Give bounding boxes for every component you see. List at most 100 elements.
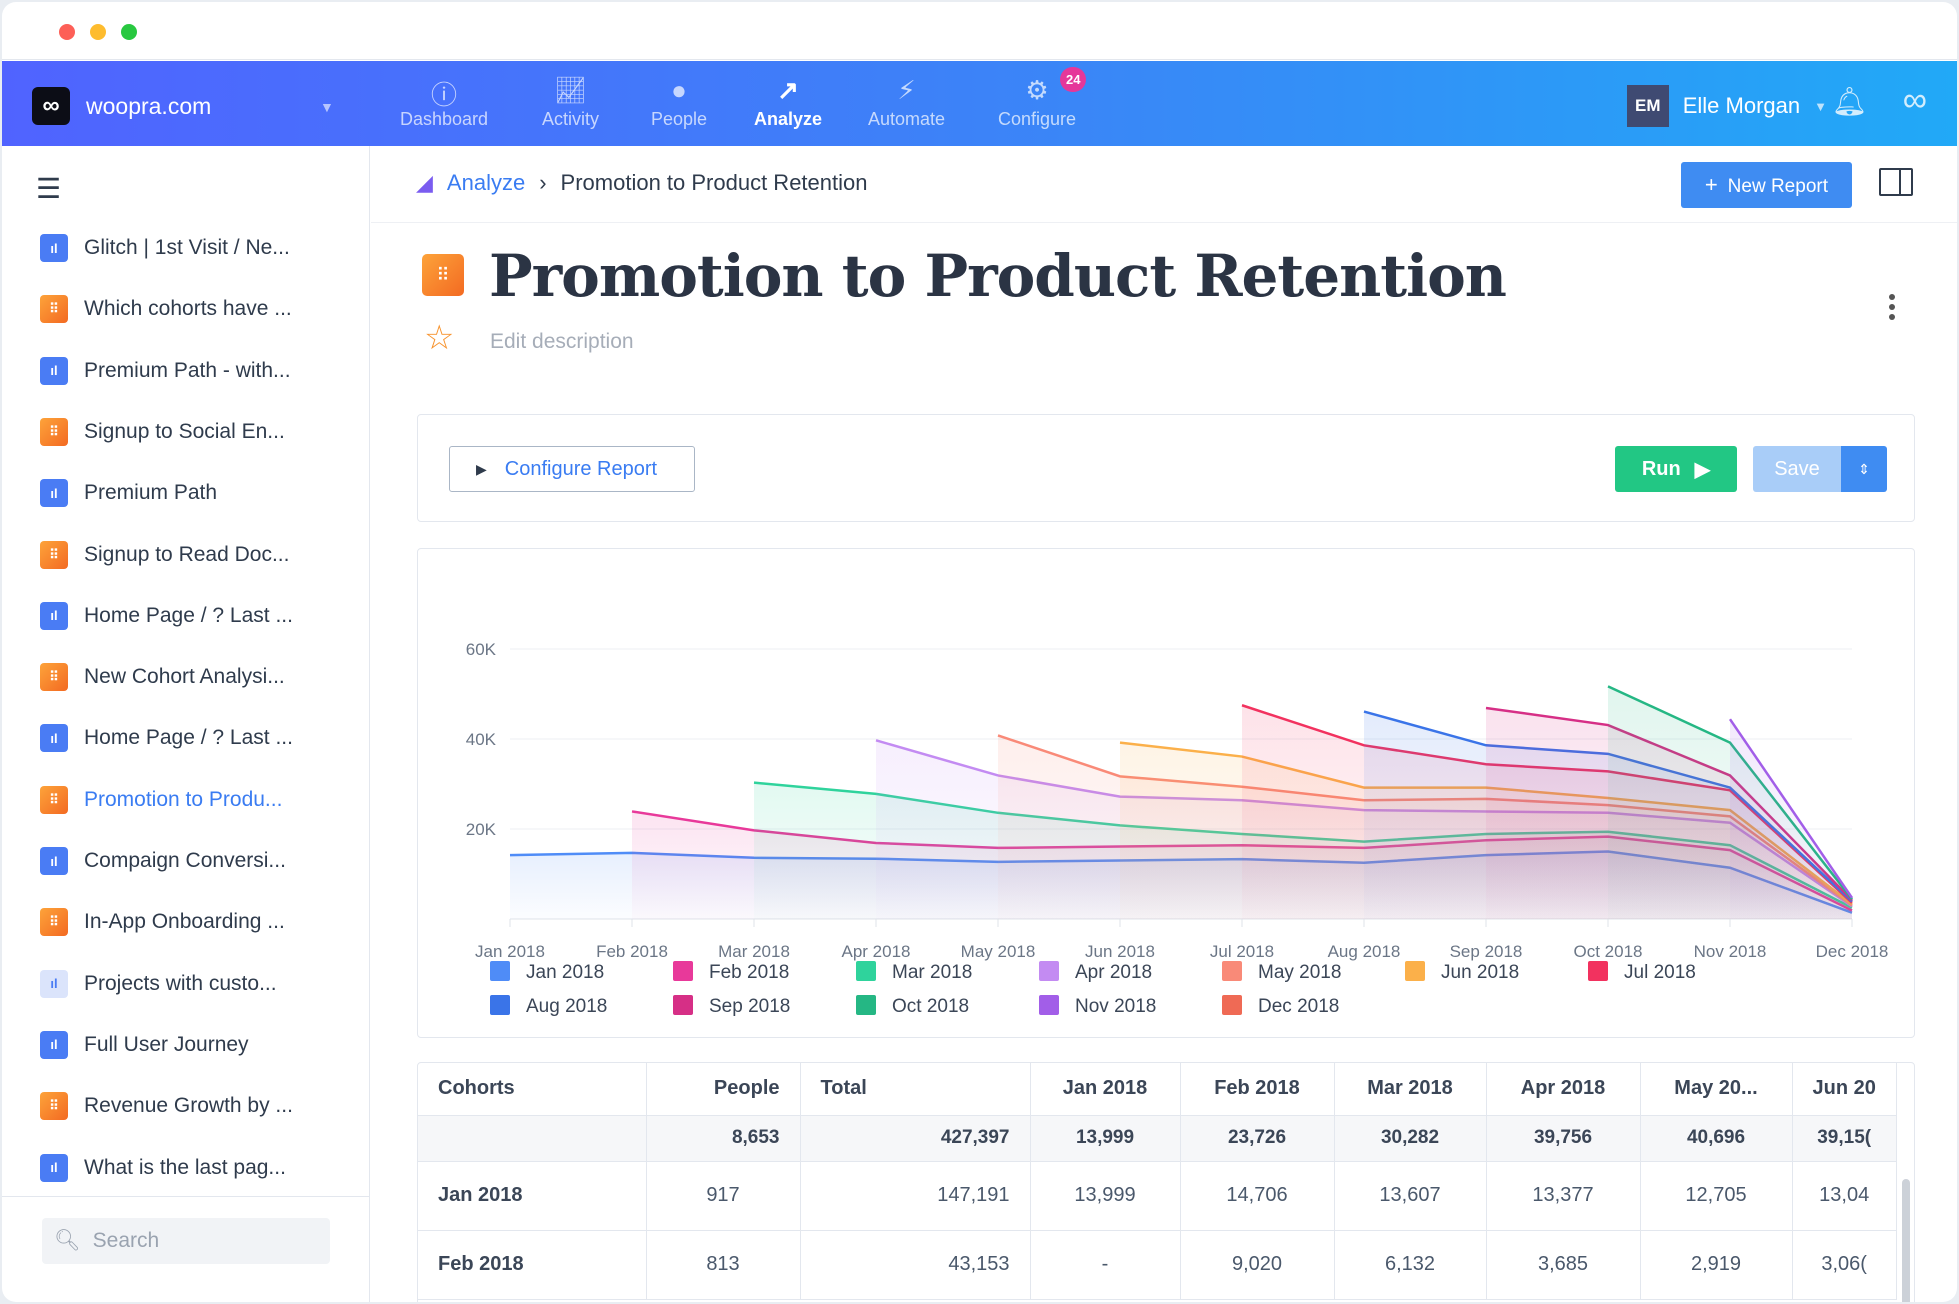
- y-tick-label: 60K: [466, 640, 497, 659]
- legend-label: Oct 2018: [892, 996, 969, 1017]
- column-header[interactable]: May 20...: [1640, 1063, 1793, 1116]
- column-header[interactable]: Feb 2018: [1180, 1063, 1335, 1116]
- table-cell: Jan 2018: [418, 1161, 647, 1231]
- legend-label: Jan 2018: [526, 962, 604, 983]
- nav-label: Dashboard: [400, 109, 489, 129]
- sidebar-item[interactable]: ıl Home Page / ? Last ...: [40, 724, 293, 753]
- nav-dashboard[interactable]: ⓘ Dashboard: [400, 75, 488, 130]
- sidebar-item[interactable]: ıl Glitch | 1st Visit / Ne...: [40, 234, 290, 262]
- legend-swatch: [1588, 961, 1608, 981]
- save-label: Save: [1774, 457, 1820, 480]
- sidebar-item[interactable]: ıl Home Page / ? Last ...: [40, 601, 293, 630]
- cohort-icon: ⠿: [40, 417, 68, 446]
- maximize-window-button[interactable]: [121, 24, 137, 40]
- column-header[interactable]: Apr 2018: [1486, 1063, 1641, 1116]
- funnel-icon: ıl: [40, 1153, 68, 1182]
- main-content: ◢ Analyze › Promotion to Product Retention …: [371, 146, 1957, 1302]
- nav-configure[interactable]: ⚙ Configure 24: [998, 67, 1087, 130]
- sidebar-item-label: Signup to Social En...: [84, 419, 285, 443]
- dashboard-icon: ⓘ: [431, 80, 458, 110]
- table-row[interactable]: Jan 2018 917 147,191 13,999 14,706 13,607 13,3…: [418, 1161, 1897, 1231]
- nav-analyze[interactable]: ↗ Analyze: [754, 75, 822, 130]
- sort-icon: ⇕: [1858, 460, 1870, 477]
- sidebar-item[interactable]: ıl Premium Path: [40, 479, 217, 508]
- save-button[interactable]: Save: [1753, 446, 1841, 492]
- column-header[interactable]: Cohorts: [418, 1063, 647, 1116]
- configure-label: Configure Report: [504, 457, 658, 480]
- chevron-down-icon[interactable]: ▼: [320, 99, 334, 115]
- chevron-right-icon: ›: [539, 170, 547, 195]
- nav-automate[interactable]: ⚡︎ Automate: [868, 75, 945, 130]
- sidebar-item-label: What is the last pag...: [84, 1155, 286, 1179]
- total-cell: 30,282: [1334, 1115, 1487, 1162]
- sidebar-item[interactable]: ıl Full User Journey: [40, 1030, 249, 1059]
- woopra-logo-icon: ∞: [32, 87, 70, 125]
- nav-people[interactable]: ● People: [651, 75, 707, 130]
- sidebar-item[interactable]: ⠿ Which cohorts have ...: [40, 295, 292, 324]
- legend-label: Apr 2018: [1075, 962, 1152, 983]
- x-tick-label: Nov 2018: [1694, 942, 1767, 961]
- sidebar-item-label: Compaign Conversi...: [84, 849, 286, 872]
- column-header[interactable]: People: [646, 1063, 801, 1116]
- table-cell: 13,04: [1792, 1161, 1897, 1231]
- sidebar-item[interactable]: ⠿ In-App Onboarding ...: [40, 908, 285, 937]
- total-cell: 427,397: [800, 1115, 1031, 1162]
- sidebar-item[interactable]: ⠿ Signup to Social En...: [40, 417, 285, 446]
- legend-label: Mar 2018: [892, 962, 972, 983]
- more-options-icon[interactable]: [1889, 294, 1895, 320]
- x-tick-label: Mar 2018: [718, 942, 790, 961]
- cohort-report-icon: ⠿: [422, 254, 464, 296]
- table-cell: 13,607: [1334, 1161, 1487, 1231]
- bell-icon[interactable]: 🔔︎: [1831, 86, 1867, 117]
- sidebar-item[interactable]: ⠿ Revenue Growth by ...: [40, 1092, 293, 1121]
- table-cell: 9,020: [1180, 1230, 1335, 1300]
- sidebar-item[interactable]: ıl Premium Path - with...: [40, 356, 291, 385]
- legend-label: Feb 2018: [709, 962, 789, 983]
- nav-activity[interactable]: 📈︎ Activity: [542, 75, 599, 130]
- site-switcher[interactable]: ∞ woopra.com: [32, 87, 211, 125]
- menu-icon[interactable]: ☰: [36, 173, 62, 204]
- minimize-window-button[interactable]: [90, 24, 106, 40]
- close-window-button[interactable]: [59, 24, 75, 40]
- table-cell: 813: [646, 1230, 801, 1300]
- column-header[interactable]: Jan 2018: [1030, 1063, 1181, 1116]
- analyze-icon: ↗: [777, 75, 799, 105]
- table-row[interactable]: Feb 2018 813 43,153-9,020 6,132 3,685 2,919 3,…: [418, 1230, 1897, 1300]
- sidebar: ☰ ıl Glitch | 1st Visit / Ne... ⠿ Which coh…: [2, 146, 370, 1302]
- user-menu[interactable]: EM Elle Morgan ▼: [1626, 85, 1827, 127]
- run-label: Run: [1641, 457, 1681, 480]
- legend-label: Nov 2018: [1075, 996, 1156, 1017]
- search-input[interactable]: 🔍︎ Search: [42, 1218, 330, 1264]
- configure-report-button[interactable]: ▶ Configure Report: [449, 446, 695, 492]
- legend-swatch: [1039, 961, 1059, 981]
- sidebar-item[interactable]: ıl Compaign Conversi...: [40, 847, 286, 875]
- panel-toggle-icon[interactable]: [1879, 168, 1913, 196]
- x-tick-label: Feb 2018: [596, 942, 668, 961]
- breadcrumb: ◢ Analyze › Promotion to Product Retention: [416, 170, 867, 196]
- edit-description[interactable]: Edit description: [490, 330, 634, 353]
- save-options-button[interactable]: ⇕: [1841, 446, 1887, 492]
- sidebar-item-label: Home Page / ? Last ...: [84, 603, 293, 627]
- new-report-button[interactable]: + New Report: [1680, 162, 1852, 208]
- sidebar-item[interactable]: ⠿ Promotion to Produ...: [40, 785, 282, 814]
- star-icon[interactable]: ☆: [424, 319, 455, 357]
- funnel-icon: ıl: [40, 847, 68, 875]
- run-button[interactable]: Run ▶: [1615, 446, 1737, 492]
- x-tick-label: Apr 2018: [842, 942, 911, 961]
- legend-swatch: [490, 961, 510, 981]
- sidebar-item[interactable]: ⠿ New Cohort Analysi...: [40, 663, 285, 692]
- column-header[interactable]: Mar 2018: [1334, 1063, 1487, 1116]
- sidebar-item[interactable]: ⠿ Signup to Read Doc...: [40, 540, 290, 569]
- sidebar-item-label: Signup to Read Doc...: [84, 542, 290, 566]
- infinity-icon[interactable]: ∞: [1902, 81, 1927, 119]
- table-cell: 12,705: [1640, 1161, 1793, 1231]
- sidebar-item[interactable]: ıl Projects with custo...: [40, 969, 277, 998]
- scrollbar[interactable]: [1902, 1179, 1910, 1302]
- people-icon: ●: [671, 75, 687, 105]
- column-header[interactable]: Total: [800, 1063, 1031, 1116]
- totals-row: 8,653 427,397 13,999 23,726 30,282 39,756 40,6…: [418, 1115, 1897, 1162]
- column-header[interactable]: Jun 20: [1792, 1063, 1897, 1116]
- funnel-icon: ıl: [40, 356, 68, 385]
- sidebar-item[interactable]: ıl What is the last pag...: [40, 1153, 286, 1182]
- breadcrumb-analyze[interactable]: Analyze: [446, 170, 526, 195]
